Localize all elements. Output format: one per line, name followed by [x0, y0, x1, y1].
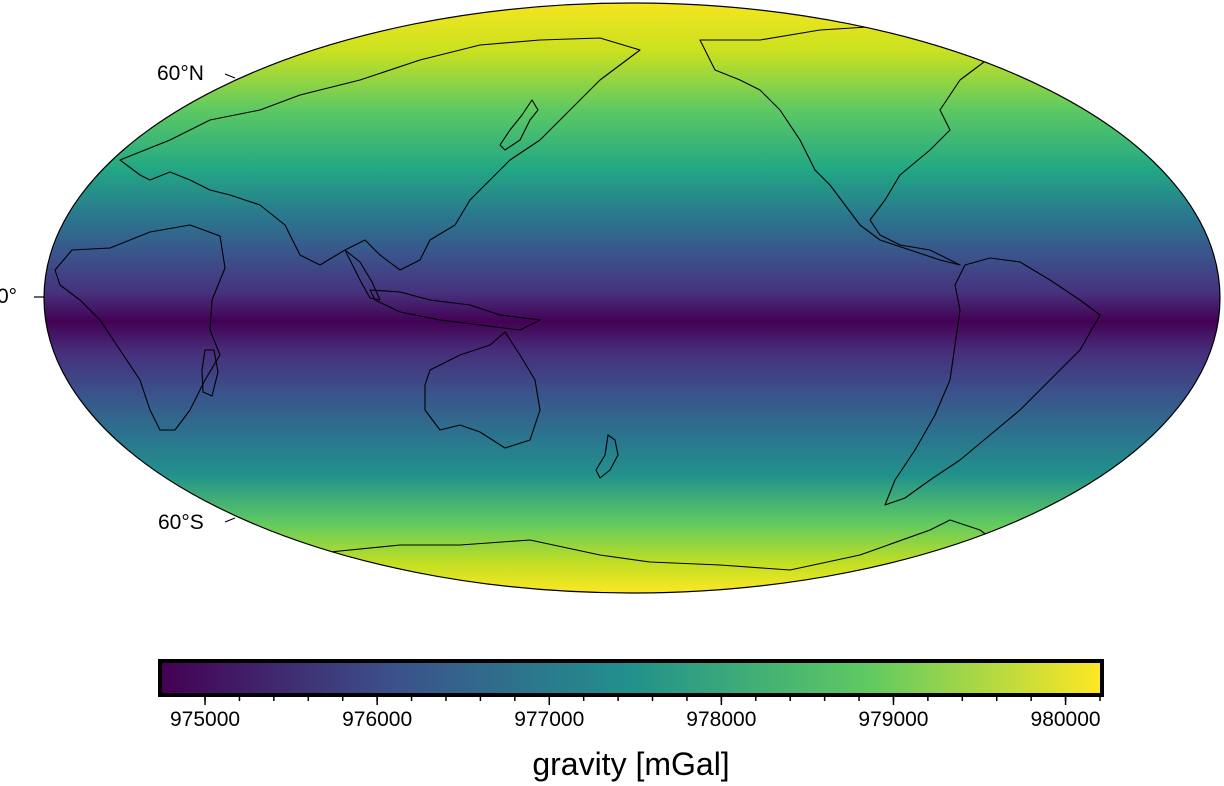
colorbar-tick-label: 977000 [514, 708, 585, 731]
lat-ticks [34, 73, 236, 523]
se-asia-coastline [344, 249, 381, 301]
map-frame [43, 2, 1221, 594]
new-zealand-coastline [595, 434, 619, 479]
colorbar-tick-label: 980000 [1030, 708, 1101, 731]
australia-coastline [424, 331, 541, 449]
colorbar [158, 659, 1104, 697]
colorbar-tick-label: 979000 [858, 708, 929, 731]
map-globe [44, 3, 1220, 593]
south-america-coastline [884, 257, 1101, 506]
colorbar-tick-label: 976000 [342, 708, 413, 731]
indonesia-coastline [369, 289, 541, 331]
latitude-label-equator: 0° [0, 285, 18, 308]
madagascar-coastline [201, 349, 219, 397]
latitude-label-60n: 60°N [157, 62, 204, 85]
colorbar-tick-label: 978000 [686, 708, 757, 731]
eurasia-coastline [119, 37, 641, 271]
colorbar-title: gravity [mGal] [532, 746, 730, 782]
colorbar-ticks [204, 697, 1101, 705]
japan-coastline [499, 99, 539, 151]
latitude-label-60s: 60°S [158, 511, 204, 534]
greenland-coastline [1039, 19, 1121, 81]
africa-coastline [54, 224, 226, 431]
colorbar-tick-label: 975000 [169, 708, 241, 731]
